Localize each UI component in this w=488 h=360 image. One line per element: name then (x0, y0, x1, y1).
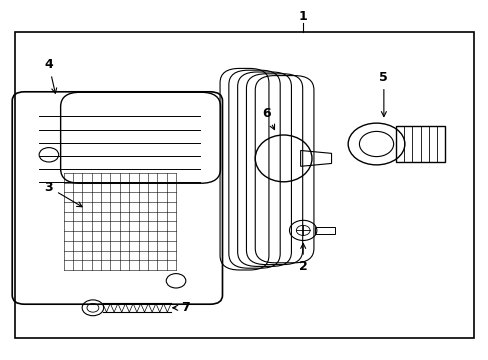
Text: 3: 3 (44, 181, 82, 207)
Text: 4: 4 (44, 58, 57, 93)
Text: 7: 7 (172, 301, 190, 314)
Bar (15, 32, 473, 338)
Text: 1: 1 (298, 10, 307, 23)
Bar (315, 227, 334, 234)
Text: 5: 5 (379, 71, 387, 117)
Text: 2: 2 (298, 243, 307, 273)
Text: 6: 6 (262, 107, 274, 130)
Bar (395, 126, 444, 162)
